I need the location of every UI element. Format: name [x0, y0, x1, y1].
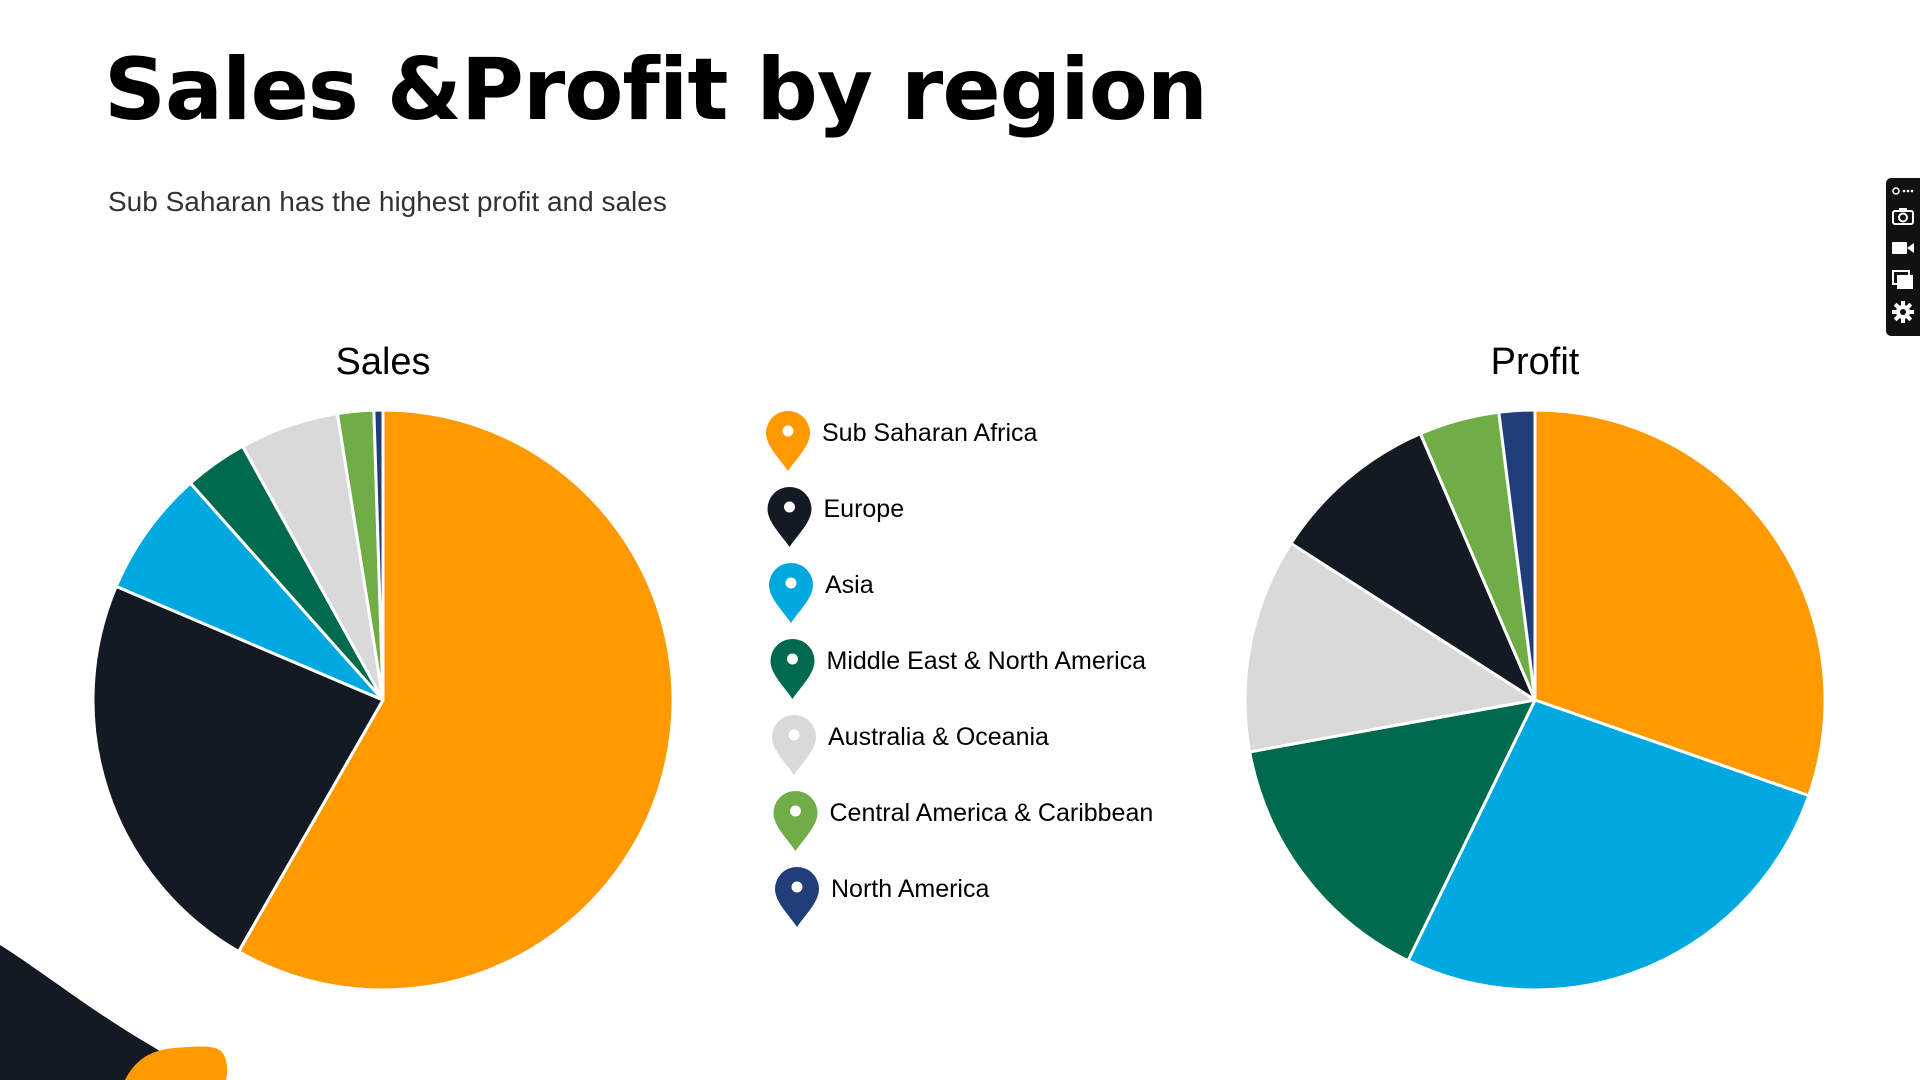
profit-slice-sub-saharan-africa [1533, 408, 1827, 798]
map-pin-icon [766, 411, 810, 471]
profit-slice-asia [1406, 698, 1811, 992]
profit-slice-middle-east-and-north-america [1248, 698, 1537, 963]
profit-slice-north-america [1497, 408, 1537, 702]
legend-label-middle-east-and-north-america: Middle East & North America [827, 647, 1147, 675]
legend: Sub Saharan Africa Europe Asia Middle East … [766, 411, 1153, 927]
map-pin-icon [770, 639, 815, 699]
gear-icon[interactable] [1888, 296, 1918, 328]
map-pin-icon [773, 791, 818, 851]
decor-orange-shape [125, 1046, 228, 1080]
camera-icon[interactable] [1888, 200, 1918, 232]
legend-label-central-america-and-caribbean: Central America & Caribbean [830, 799, 1154, 827]
side-toolbar [1886, 178, 1920, 336]
sales-slice-europe [91, 584, 385, 954]
map-pin-icon [767, 487, 812, 547]
sales-pie [91, 408, 675, 992]
profit-slice-australia-and-oceania [1243, 541, 1537, 754]
profit-slice-europe [1289, 432, 1537, 702]
sales-chart-title: Sales [335, 341, 430, 383]
page-subtitle: Sub Saharan has the highest profit and s… [108, 186, 667, 217]
profit-chart-title: Profit [1491, 341, 1580, 383]
legend-label-north-america: North America [831, 875, 989, 903]
sales-slice-asia [114, 481, 385, 702]
map-pin-icon [775, 867, 819, 927]
page-title: Sales &Profit by region [104, 40, 1208, 140]
sales-slice-sub-saharan-africa [237, 408, 675, 992]
legend-label-europe: Europe [824, 495, 905, 523]
sales-slice-north-america [372, 408, 385, 702]
profit-pie [1243, 408, 1827, 992]
pin-more-icon[interactable] [1888, 182, 1918, 200]
legend-label-asia: Asia [825, 571, 874, 599]
legend-label-sub-saharan-africa: Sub Saharan Africa [822, 419, 1038, 447]
decor-dark-shape [0, 945, 190, 1080]
window-icon[interactable] [1888, 264, 1918, 296]
legend-label-australia-and-oceania: Australia & Oceania [828, 723, 1049, 751]
map-pin-icon [772, 715, 816, 775]
map-pin-icon [769, 563, 813, 623]
video-icon[interactable] [1888, 232, 1918, 264]
